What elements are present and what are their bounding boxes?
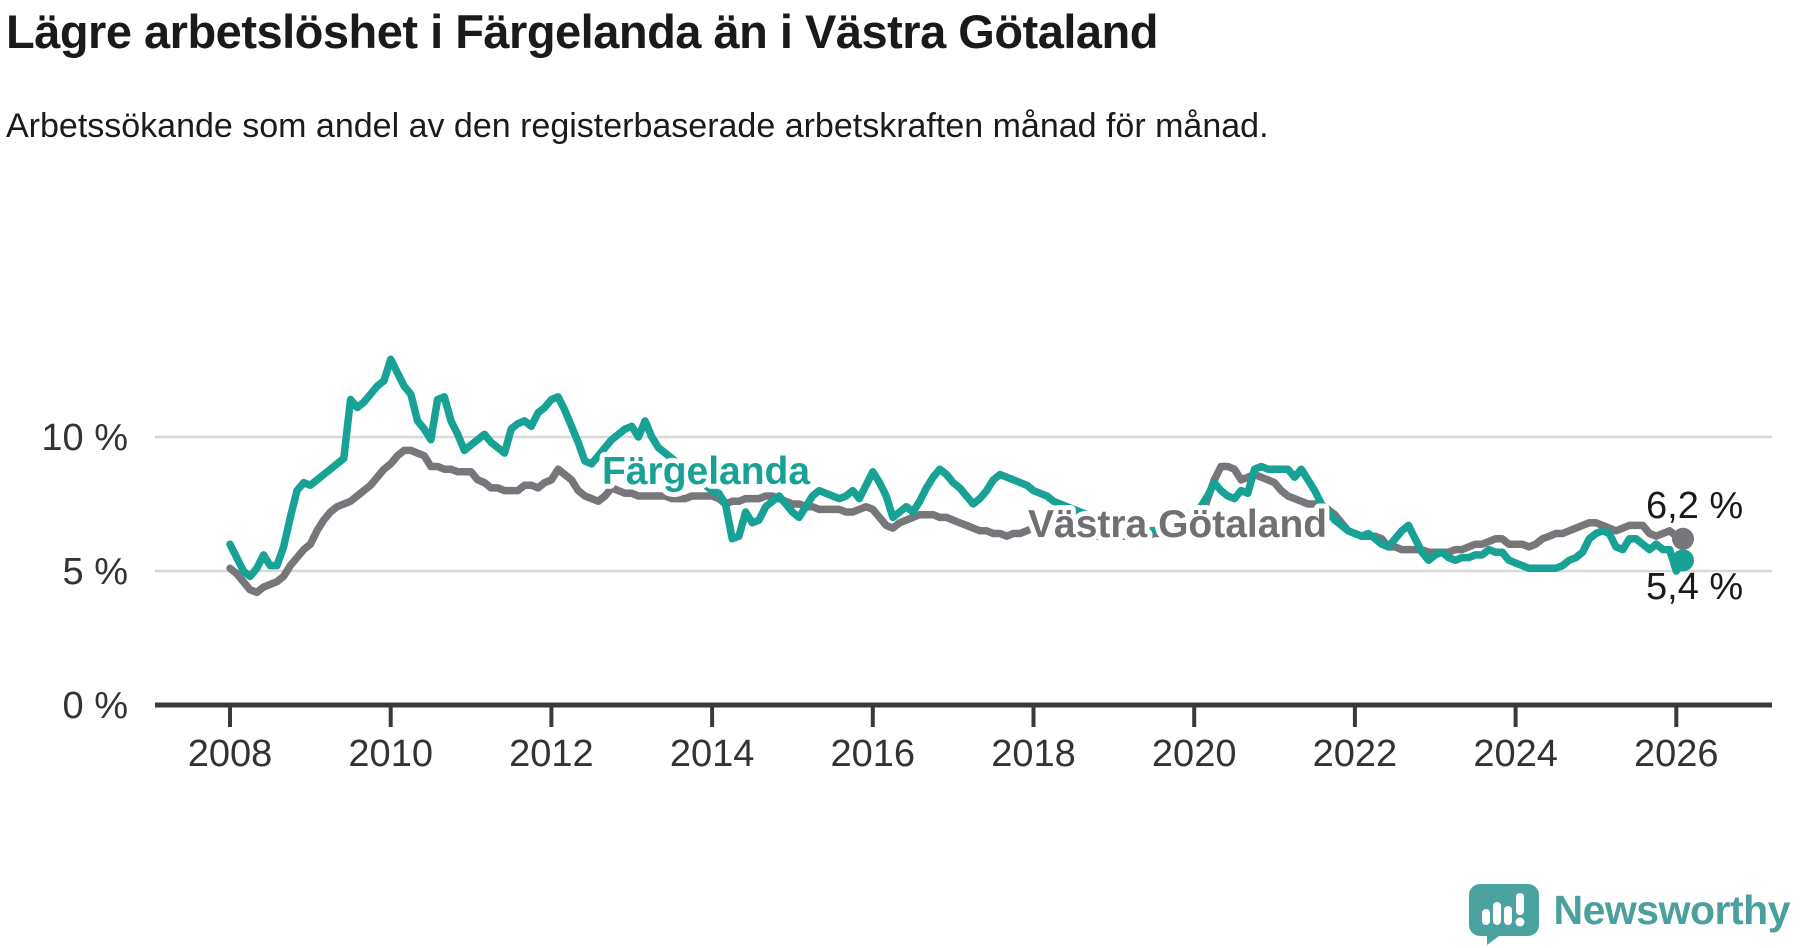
series-end-dots [1672,527,1694,572]
y-tick-label-10: 10 % [41,417,128,459]
x-tick-label-2008: 2008 [188,733,273,775]
exclamation-bar [1515,893,1524,915]
x-tick-label-2014: 2014 [670,733,755,775]
x-tick-label-2020: 2020 [1152,733,1237,775]
chart-subtitle: Arbetssökande som andel av den registerb… [6,107,1269,145]
x-tick-label-2018: 2018 [991,733,1076,775]
end-value-labels: 6,2 % 5,4 % [1646,485,1743,608]
x-tick-label-2010: 2010 [348,733,433,775]
x-tick-label-2022: 2022 [1313,733,1398,775]
x-tick-label-2024: 2024 [1473,733,1558,775]
chart-title: Lägre arbetslöshet i Färgelanda än i Väs… [6,5,1158,58]
label-vastra-gotaland: Västra Götaland [1028,503,1327,546]
end-dot-v-stra-g-taland [1672,527,1694,550]
label-fargelanda: Färgelanda [602,450,810,493]
newsworthy-logo: Newsworthy [1468,884,1791,945]
newsworthy-logo-text: Newsworthy [1553,886,1791,933]
y-tick-label-0: 0 % [63,685,128,727]
x-tick-label-2016: 2016 [831,733,916,775]
y-tick-label-5: 5 % [63,551,128,593]
end-value-vastra-gotaland: 6,2 % [1646,485,1743,527]
series-inline-labels: Färgelanda Västra Götaland [597,445,1332,551]
gridlines [155,435,1772,573]
series-line-f-rgelanda [226,355,1687,581]
bar-chart-glyph [1481,893,1524,927]
series-lines [226,355,1687,597]
y-axis-labels: 0 % 5 % 10 % [41,417,128,727]
x-tick-label-2026: 2026 [1634,733,1719,775]
x-axis: 2008 2010 2012 2014 2016 2018 2020 2022 2024 2026 [155,702,1772,775]
exclamation-dot [1515,917,1524,927]
end-dot-f-rgelanda [1672,549,1694,572]
newsworthy-logo-icon [1468,884,1539,945]
end-value-fargelanda: 5,4 % [1646,566,1743,608]
x-tick-label-2012: 2012 [509,733,594,775]
